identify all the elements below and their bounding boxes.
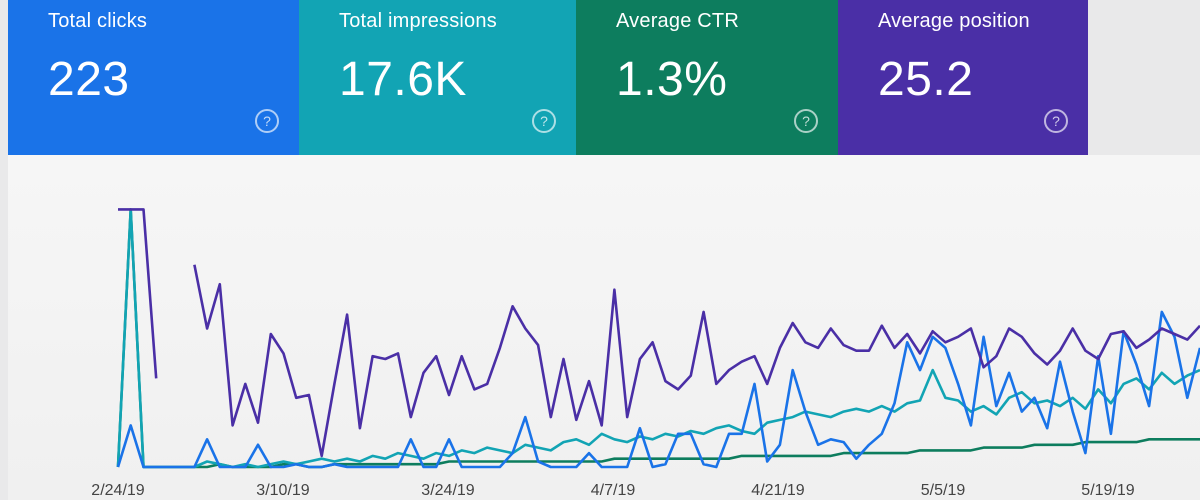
series-line-2 bbox=[116, 208, 1200, 469]
x-tick-label: 2/24/19 bbox=[91, 482, 144, 499]
x-tick-label: 5/5/19 bbox=[921, 482, 966, 499]
x-tick-label: 5/19/19 bbox=[1081, 482, 1134, 499]
series-line-1 bbox=[116, 310, 1200, 469]
x-tick-label: 3/24/19 bbox=[421, 482, 474, 499]
x-tick-label: 4/7/19 bbox=[591, 482, 636, 499]
help-icon[interactable]: ? bbox=[255, 109, 279, 133]
total-impressions-value: 17.6K bbox=[339, 53, 467, 106]
total-clicks-value: 223 bbox=[48, 53, 130, 106]
total-impressions-label: Total impressions bbox=[339, 10, 497, 32]
total-impressions-card[interactable]: Total impressions 17.6K ? bbox=[299, 0, 576, 155]
series-line-3 bbox=[116, 208, 1200, 469]
series-line-0 bbox=[118, 208, 1200, 458]
help-icon[interactable]: ? bbox=[1044, 109, 1068, 133]
average-ctr-card[interactable]: Average CTR 1.3% ? bbox=[576, 0, 838, 155]
total-clicks-label: Total clicks bbox=[48, 10, 148, 32]
average-ctr-value: 1.3% bbox=[616, 53, 728, 106]
help-icon[interactable]: ? bbox=[532, 109, 556, 133]
x-tick-label: 3/10/19 bbox=[256, 482, 309, 499]
average-position-card[interactable]: Average position 25.2 ? bbox=[838, 0, 1088, 155]
average-ctr-label: Average CTR bbox=[616, 10, 739, 32]
average-position-value: 25.2 bbox=[878, 53, 974, 106]
metric-cards: Total clicks 223 ? Total impressions 17.… bbox=[8, 0, 1088, 155]
performance-chart[interactable]: 2/24/19 3/10/19 3/24/19 4/7/19 4/21/19 5/5/19… bbox=[8, 155, 1200, 500]
chart-svg: 2/24/19 3/10/19 3/24/19 4/7/19 4/21/19 5/5/19… bbox=[91, 208, 1200, 499]
x-tick-label: 4/21/19 bbox=[751, 482, 804, 499]
average-position-label: Average position bbox=[878, 10, 1030, 32]
total-clicks-card[interactable]: Total clicks 223 ? bbox=[8, 0, 299, 155]
help-icon[interactable]: ? bbox=[794, 109, 818, 133]
